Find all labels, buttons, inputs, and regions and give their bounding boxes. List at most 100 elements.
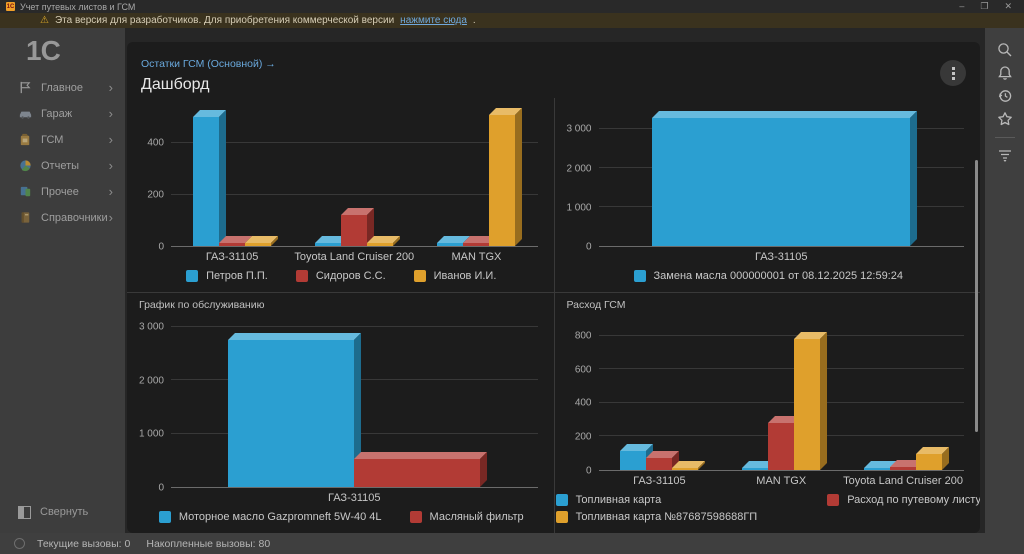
bar[interactable] [620, 443, 654, 470]
legend-item: Расход по путевому листу [827, 494, 980, 506]
app-icon-1c: 1С [6, 2, 15, 11]
plot-area [171, 319, 538, 488]
gridline [598, 334, 964, 336]
collapse-sidebar-button[interactable]: Свернуть [0, 497, 125, 527]
chevron-right-icon: › [108, 184, 113, 200]
legend-chip [186, 270, 199, 282]
bar[interactable] [315, 235, 349, 246]
bar[interactable] [437, 235, 471, 246]
legend-item: Масляный фильтр [409, 511, 524, 523]
legend-chip [409, 511, 422, 523]
plot-area [598, 319, 964, 471]
bar[interactable] [890, 460, 924, 470]
banner-link[interactable]: нажмите сюда [400, 15, 467, 26]
statusbar: Текущие вызовы: 0 Накопленные вызовы: 80 [0, 533, 1024, 554]
sidebar-item-reports[interactable]: Отчеты › [0, 153, 125, 179]
chevron-right-icon: › [108, 210, 113, 226]
logo-1c: 1С [26, 35, 61, 66]
sidebar-item-other[interactable]: Прочее › [0, 179, 125, 205]
gridline [171, 193, 538, 195]
bar-group [842, 319, 964, 470]
legend-chip [827, 494, 840, 506]
bar[interactable] [864, 461, 898, 470]
category-label: Toyota Land Cruiser 200 [843, 474, 963, 487]
maximize-button[interactable]: ❐ [980, 1, 989, 11]
legend-item: Иванов И.И. [413, 270, 497, 282]
chevron-right-icon: › [108, 106, 113, 122]
bar[interactable] [463, 235, 497, 246]
window-controls: – ❐ ✕ [959, 2, 1018, 11]
chart-title: Расход ГСМ [566, 299, 626, 311]
bar[interactable] [354, 452, 488, 487]
fuel-canister-icon [18, 132, 33, 147]
bar[interactable] [245, 235, 279, 246]
bell-icon[interactable] [994, 62, 1016, 84]
legend-item: Сидоров С.С. [295, 270, 386, 282]
sidebar: 1С Главное › Гараж › ГСМ › [0, 28, 125, 533]
bar[interactable] [794, 332, 828, 470]
legend-item: Петров П.П. [186, 270, 268, 282]
flag-icon [18, 80, 33, 95]
legend-chip [633, 270, 646, 282]
sidebar-item-fuel[interactable]: ГСМ › [0, 127, 125, 153]
bar[interactable] [341, 208, 375, 246]
y-tick-label: 1 000 [566, 202, 592, 214]
bar[interactable] [219, 235, 253, 246]
bar-group [720, 319, 842, 470]
y-tick-label: 400 [574, 397, 592, 409]
category-label: ГАЗ-31105 [633, 474, 686, 487]
chart-fuel-consumption: Расход ГСМ 0 200 400 600 800 ГАЗ-31105 MAN TGX T… [553, 292, 980, 533]
book-icon [18, 210, 33, 225]
y-axis: 0 1 000 2 000 3 000 [561, 102, 599, 253]
dev-version-banner: ⚠ Эта версия для разработчиков. Для прио… [0, 13, 1024, 28]
breadcrumb-link[interactable]: Остатки ГСМ (Основной) → [141, 58, 276, 70]
legend-chip [295, 270, 308, 282]
search-icon[interactable] [994, 39, 1016, 61]
category-label: MAN TGX [756, 474, 807, 487]
category-label: ГАЗ-31105 [205, 250, 259, 263]
y-tick-label: 800 [574, 330, 592, 342]
sidebar-item-garage[interactable]: Гараж › [0, 101, 125, 127]
bar[interactable] [489, 107, 523, 246]
panel-header: Остатки ГСМ (Основной) → Дашборд [127, 42, 980, 96]
legend: Замена масла 000000001 от 08.12.2025 12:… [561, 266, 977, 282]
charts-grid: 0 200 400 ГАЗ-31105 Toyota Land Cruiser 200 M… [127, 98, 980, 533]
vertical-scrollbar[interactable] [975, 160, 978, 432]
pie-chart-icon [18, 158, 33, 173]
plot-area [171, 102, 538, 247]
plot-area [598, 102, 964, 247]
y-tick-label: 600 [574, 364, 592, 376]
more-dots-icon [951, 71, 955, 75]
sidebar-item-catalogs[interactable]: Справочники › [0, 205, 125, 231]
bar[interactable] [652, 111, 918, 246]
y-tick-label: 200 [574, 431, 592, 443]
more-actions-button[interactable] [940, 60, 966, 86]
bar-group [599, 319, 721, 470]
functions-menu-icon[interactable] [994, 144, 1016, 166]
legend-label: Топливная карта №87687598688ГП [575, 511, 758, 523]
star-icon[interactable] [994, 108, 1016, 130]
history-icon[interactable] [994, 85, 1016, 107]
bar[interactable] [742, 461, 776, 470]
category-label: ГАЗ-31105 [327, 491, 381, 504]
bar[interactable] [367, 235, 401, 246]
y-tick-label: 3 000 [566, 123, 592, 135]
y-tick-label: 0 [158, 241, 164, 253]
legend: Моторное масло Gazpromneft 5W-40 4L Масля… [133, 507, 550, 523]
bar[interactable] [672, 461, 706, 470]
bar[interactable] [228, 333, 362, 487]
minimize-button[interactable]: – [959, 1, 965, 11]
bar[interactable] [768, 416, 802, 470]
bar[interactable] [193, 110, 227, 246]
sidebar-item-label: Справочники [41, 211, 108, 224]
sidebar-item-main[interactable]: Главное › [0, 75, 125, 101]
sidebar-item-label: Прочее [41, 185, 79, 198]
bar[interactable] [916, 447, 950, 470]
legend-label: Иванов И.И. [433, 270, 497, 282]
bar[interactable] [646, 451, 680, 470]
legend: Петров П.П. Сидоров С.С. Иванов И.И. [133, 266, 550, 282]
chart-fuel-by-driver: 0 200 400 ГАЗ-31105 Toyota Land Cruiser 200 M… [127, 98, 554, 292]
legend-label: Замена масла 000000001 от 08.12.2025 12:… [653, 270, 903, 282]
close-button[interactable]: ✕ [1004, 1, 1012, 11]
page-title: Дашборд [141, 76, 210, 93]
